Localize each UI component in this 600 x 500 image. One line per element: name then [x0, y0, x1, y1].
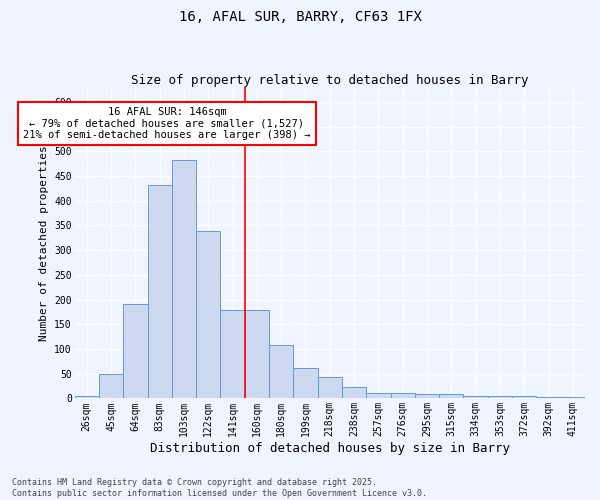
Y-axis label: Number of detached properties: Number of detached properties: [38, 145, 49, 340]
Bar: [123, 304, 148, 398]
Bar: [391, 393, 415, 398]
Text: 16, AFAL SUR, BARRY, CF63 1FX: 16, AFAL SUR, BARRY, CF63 1FX: [179, 10, 421, 24]
Bar: [245, 310, 269, 398]
Bar: [172, 160, 196, 398]
Bar: [463, 396, 488, 398]
Bar: [536, 397, 560, 398]
Bar: [148, 185, 172, 398]
Text: Contains HM Land Registry data © Crown copyright and database right 2025.
Contai: Contains HM Land Registry data © Crown c…: [12, 478, 427, 498]
Bar: [512, 396, 536, 398]
Bar: [74, 396, 99, 398]
Bar: [342, 386, 366, 398]
Title: Size of property relative to detached houses in Barry: Size of property relative to detached ho…: [131, 74, 529, 87]
X-axis label: Distribution of detached houses by size in Barry: Distribution of detached houses by size …: [150, 442, 510, 455]
Text: 16 AFAL SUR: 146sqm
← 79% of detached houses are smaller (1,527)
21% of semi-det: 16 AFAL SUR: 146sqm ← 79% of detached ho…: [23, 107, 311, 140]
Bar: [196, 232, 220, 398]
Bar: [415, 394, 439, 398]
Bar: [317, 376, 342, 398]
Bar: [560, 397, 585, 398]
Bar: [99, 374, 123, 398]
Bar: [220, 310, 245, 398]
Bar: [293, 368, 317, 398]
Bar: [366, 393, 391, 398]
Bar: [269, 345, 293, 399]
Bar: [439, 394, 463, 398]
Bar: [488, 396, 512, 398]
